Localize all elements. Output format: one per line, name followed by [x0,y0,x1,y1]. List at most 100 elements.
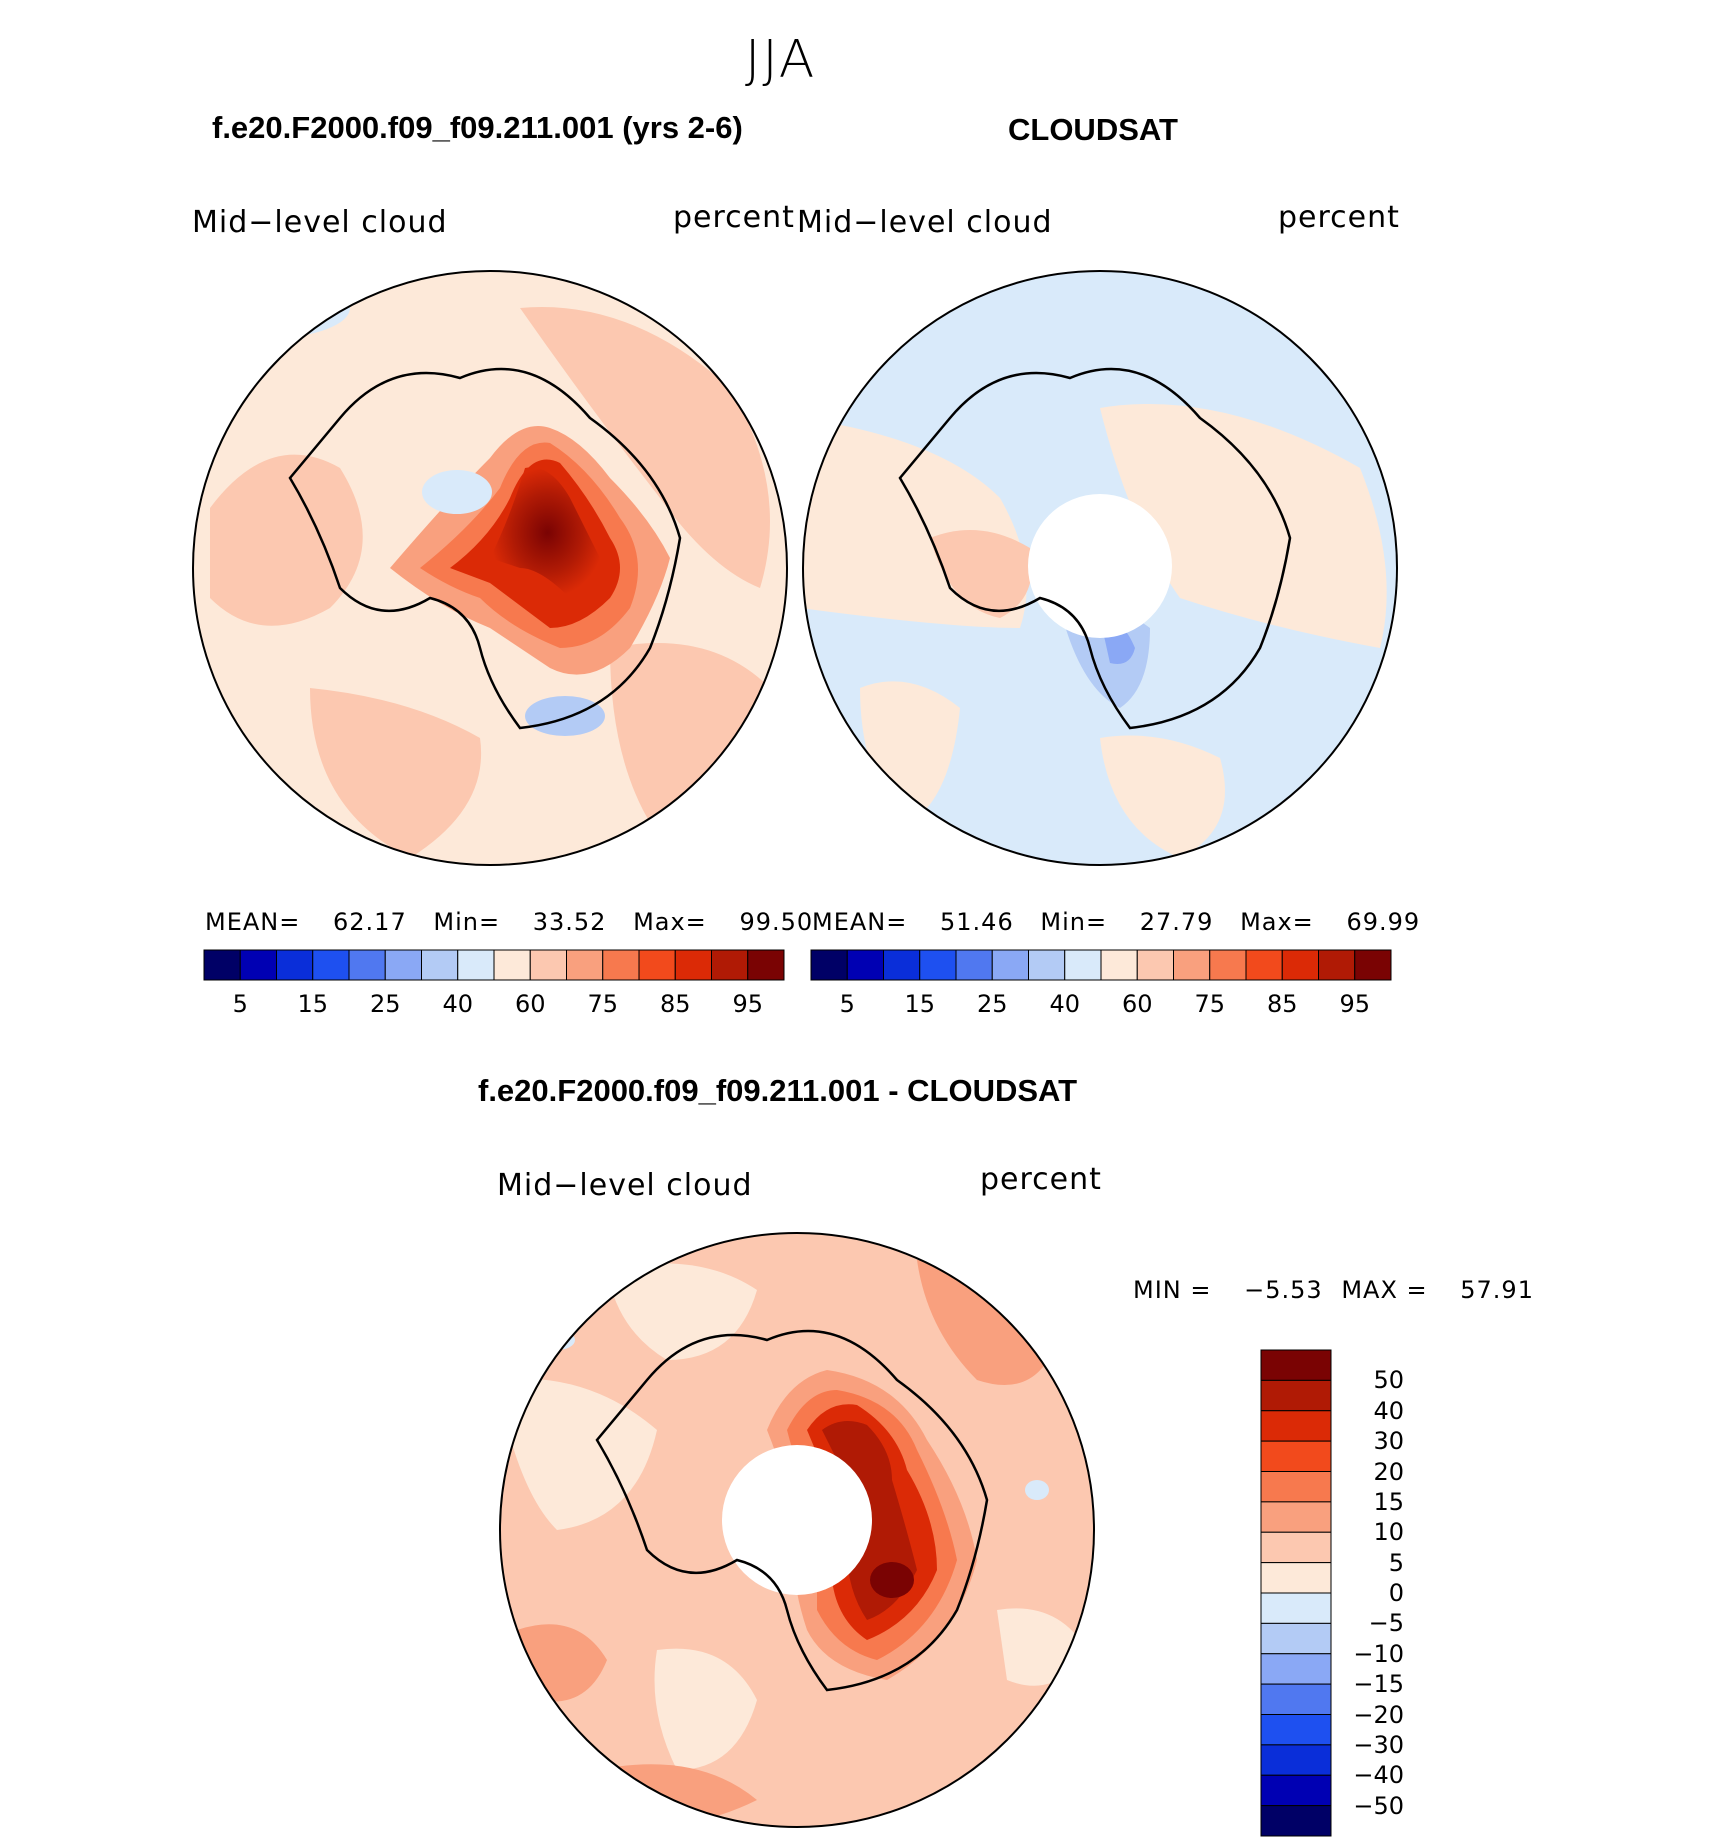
colorbar-swatch [1260,1805,1332,1837]
colorbar-swatch [1260,1592,1332,1624]
colorbar-swatch [276,949,314,981]
colorbar-tick-label: 40 [1373,1396,1404,1425]
obs-mean-value: 51.46 [940,908,1014,936]
colorbar-swatch [1260,1683,1332,1715]
colorbar-tick-label: 95 [1339,990,1371,1018]
diff-min-label: MIN = [1133,1276,1212,1304]
obs-stats: MEAN= 51.46 Min= 27.79 Max= 69.99 [812,908,1420,936]
colorbar-swatch [747,949,785,981]
colorbar-swatch [1245,949,1283,981]
colorbar-swatch [203,949,241,981]
colorbar-tick-label: −30 [1353,1730,1404,1759]
obs-mean-label: MEAN= [812,908,908,936]
colorbar-swatch [1260,1379,1332,1412]
colorbar-swatch [529,949,567,981]
diff-max-label: MAX = [1341,1276,1428,1304]
colorbar-tick-label: 20 [1373,1457,1404,1486]
colorbar-tick-label: 15 [1373,1487,1404,1516]
colorbar-swatch [1260,1714,1332,1746]
colorbar-tick-label: −10 [1353,1639,1404,1668]
colorbar-tick-label: −15 [1353,1670,1404,1699]
obs-polar-map [802,270,1398,866]
colorbar-tick-label: 40 [442,990,474,1018]
colorbar-swatch [384,949,422,981]
model-min-value: 33.52 [532,908,607,936]
colorbar-swatch [1260,1744,1332,1776]
colorbar-swatch [239,949,277,981]
diff-max-value: 57.91 [1460,1276,1534,1304]
diff-polar-map [499,1232,1095,1828]
colorbar-swatch [674,949,712,981]
colorbar-tick-label: 5 [839,990,855,1018]
colorbar-tick-label: 15 [904,990,936,1018]
diff-minmax: MIN = −5.53 MAX = 57.91 [1133,1276,1534,1304]
colorbar-swatch [883,949,921,981]
obs-max-value: 69.99 [1346,908,1421,936]
colorbar-swatch [1260,1774,1332,1807]
model-stats: MEAN= 62.17 Min= 33.52 Max= 99.50 [205,908,813,936]
colorbar-swatch [1260,1501,1332,1533]
colorbar-swatch [348,949,386,981]
obs-variable-label: Mid−level cloud [797,205,1053,240]
model-max-value: 99.50 [739,908,814,936]
colorbar-tick-label: 25 [369,990,401,1018]
colorbar-tick-label: 60 [514,990,546,1018]
colorbar-swatch [1064,949,1102,981]
colorbar-swatch [1281,949,1319,981]
colorbar-swatch [1028,949,1066,981]
colorbar-swatch [955,949,993,981]
model-variable-label: Mid−level cloud [192,205,448,240]
colorbar-swatch [1354,949,1392,981]
season-title: JJA [745,30,817,90]
colorbar-tick-label: 10 [1373,1518,1404,1547]
colorbar-swatch [421,949,459,981]
colorbar-swatch [493,949,531,981]
colorbar-tick-label: 30 [1373,1427,1404,1456]
colorbar-swatch [1260,1622,1332,1655]
colorbar-swatch [810,949,848,981]
obs-max-label: Max= [1240,908,1314,936]
model-mean-value: 62.17 [333,908,407,936]
colorbar-tick-label: 50 [1373,1366,1404,1395]
colorbar-tick-label: 25 [976,990,1008,1018]
colorbar-swatch [711,949,749,981]
colorbar-tick-label: 5 [1388,1548,1404,1577]
colorbar-swatch [1173,949,1211,981]
obs-min-label: Min= [1040,908,1108,936]
colorbar-tick-label: 5 [232,990,248,1018]
model-panel-title: f.e20.F2000.f09_f09.211.001 (yrs 2-6) [212,110,743,145]
colorbar-swatch [846,949,884,981]
colorbar-tick-label: 75 [1194,990,1226,1018]
colorbar-swatch [1260,1653,1332,1685]
model-min-label: Min= [433,908,501,936]
colorbar-tick-label: −40 [1353,1761,1404,1790]
model-units-label: percent [673,200,795,235]
colorbar-tick-label: 85 [1266,990,1298,1018]
colorbar-tick-label: −50 [1353,1791,1404,1820]
colorbar-swatch [566,949,604,981]
colorbar-tick-label: 15 [297,990,329,1018]
diff-units-label: percent [980,1162,1102,1197]
diff-variable-label: Mid−level cloud [497,1168,753,1203]
obs-colorbar [810,949,1392,981]
colorbar-swatch [1136,949,1174,981]
colorbar-tick-label: −5 [1368,1609,1404,1638]
obs-panel-title: CLOUDSAT [1008,112,1178,147]
colorbar-swatch [1260,1562,1332,1594]
colorbar-swatch [1260,1471,1332,1503]
colorbar-tick-label: 85 [659,990,691,1018]
colorbar-swatch [991,949,1029,981]
colorbar-swatch [919,949,957,981]
colorbar-swatch [1100,949,1138,981]
colorbar-swatch [457,949,495,981]
colorbar-swatch [1209,949,1247,981]
obs-colorbar-ticks: 5 15 25 40 60 75 85 95 [811,990,1391,1020]
colorbar-swatch [1318,949,1356,981]
colorbar-tick-label: 0 [1388,1579,1404,1607]
model-max-label: Max= [633,908,707,936]
colorbar-swatch [1260,1349,1332,1381]
colorbar-tick-label: −20 [1353,1700,1404,1729]
colorbar-tick-label: 60 [1121,990,1153,1018]
obs-min-value: 27.79 [1139,908,1214,936]
model-polar-map [192,270,788,866]
